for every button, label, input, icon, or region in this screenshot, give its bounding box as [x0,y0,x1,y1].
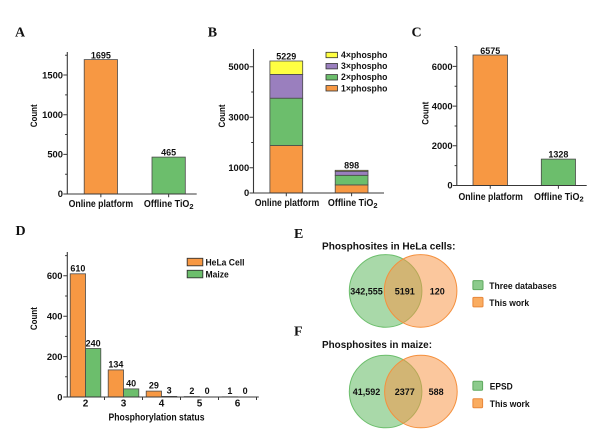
svg-text:Offline TiO2: Offline TiO2 [534,192,584,204]
svg-text:E: E [294,227,303,242]
svg-text:41,592: 41,592 [353,387,381,397]
svg-text:600: 600 [47,270,63,281]
svg-text:6575: 6575 [480,46,500,56]
svg-text:A: A [15,26,26,41]
svg-text:400: 400 [47,311,63,322]
svg-text:6000: 6000 [432,61,453,72]
svg-text:1: 1 [227,386,232,396]
svg-text:0: 0 [244,187,249,198]
svg-text:3: 3 [121,399,127,410]
svg-text:465: 465 [161,148,176,158]
svg-text:1695: 1695 [91,50,111,60]
svg-text:1000: 1000 [228,162,249,173]
svg-text:1328: 1328 [548,150,568,160]
svg-text:1000: 1000 [42,109,63,120]
svg-text:29: 29 [149,381,159,391]
svg-text:Three databases: Three databases [489,281,557,292]
svg-text:898: 898 [344,160,359,170]
svg-text:342,555: 342,555 [350,286,383,296]
svg-text:Phosphosites in HeLa cells:: Phosphosites in HeLa cells: [322,240,456,252]
svg-text:This work: This work [489,298,529,309]
svg-text:5229: 5229 [276,52,296,62]
svg-text:Count: Count [29,307,39,330]
svg-text:Online platform: Online platform [255,198,320,209]
svg-text:0: 0 [58,188,63,199]
svg-text:Phosphorylation status: Phosphorylation status [109,413,205,424]
svg-text:2000: 2000 [432,140,453,151]
svg-text:2×phospho: 2×phospho [341,72,388,83]
svg-text:134: 134 [108,360,123,370]
svg-text:3000: 3000 [228,112,249,123]
svg-text:C: C [412,25,422,40]
svg-text:5: 5 [197,399,203,410]
svg-text:F: F [294,325,303,340]
svg-text:120: 120 [430,286,445,296]
svg-text:Online platform: Online platform [458,192,523,203]
svg-text:6: 6 [235,399,241,410]
svg-text:40: 40 [126,379,136,389]
svg-text:4×phospho: 4×phospho [341,50,388,61]
svg-text:HeLa Cell: HeLa Cell [206,258,245,269]
svg-text:2: 2 [189,386,194,396]
svg-text:0: 0 [205,386,210,396]
svg-text:5191: 5191 [395,286,415,296]
svg-text:Count: Count [29,104,39,127]
svg-text:Offline TiO2: Offline TiO2 [328,198,378,210]
svg-text:EPSD: EPSD [490,381,513,392]
svg-text:5000: 5000 [228,61,249,72]
svg-text:2: 2 [83,399,89,410]
svg-text:3: 3 [167,386,172,396]
svg-text:1500: 1500 [42,69,63,80]
svg-text:240: 240 [86,339,101,349]
svg-text:This work: This work [490,399,530,410]
svg-text:Count: Count [421,102,431,125]
svg-text:2377: 2377 [395,387,415,397]
svg-text:Online platform: Online platform [69,199,134,210]
svg-text:0: 0 [447,180,452,191]
svg-text:200: 200 [47,351,63,362]
svg-text:3×phospho: 3×phospho [341,61,388,72]
svg-text:588: 588 [429,387,444,397]
svg-text:610: 610 [70,264,85,274]
svg-text:0: 0 [243,386,248,396]
svg-text:1×phospho: 1×phospho [341,83,388,94]
svg-text:B: B [208,25,217,40]
svg-text:Maize: Maize [206,270,229,281]
svg-text:4000: 4000 [432,101,453,112]
svg-text:4: 4 [159,399,165,410]
svg-text:0: 0 [57,391,62,402]
svg-text:D: D [16,224,26,239]
svg-text:Count: Count [217,105,227,128]
svg-text:Phosphosites in maize:: Phosphosites in maize: [322,339,432,351]
svg-text:500: 500 [47,149,63,160]
svg-text:Offline TiO2: Offline TiO2 [144,199,194,211]
